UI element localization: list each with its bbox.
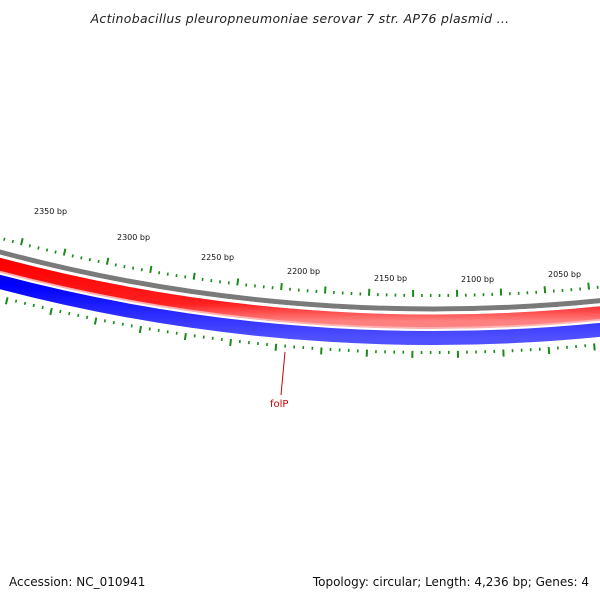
major-tick-mark — [149, 265, 153, 273]
scale-label-2100: 2100 bp — [461, 275, 494, 284]
backbone-ring — [0, 249, 600, 312]
major-tick-mark — [324, 286, 327, 294]
minor-tick-mark — [86, 315, 89, 319]
major-tick-mark — [587, 282, 590, 290]
minor-tick-mark — [23, 301, 27, 305]
major-tick-mark — [229, 338, 232, 347]
accession-text: Accession: NC_010941 — [9, 575, 146, 589]
minor-tick-mark — [37, 246, 40, 250]
major-tick-mark — [593, 343, 596, 351]
topology-summary: Topology: circular; Length: 4,236 bp; Ge… — [312, 575, 589, 589]
scale-label-2200: 2200 bp — [287, 267, 320, 276]
minor-tick-mark — [59, 309, 62, 314]
minor-tick-mark — [11, 239, 14, 244]
major-tick-mark — [93, 317, 98, 325]
minor-tick-mark — [71, 254, 74, 258]
major-tick-mark — [138, 325, 142, 334]
map-rings — [0, 249, 600, 346]
minor-tick-mark — [3, 237, 6, 241]
strand-gap — [0, 272, 600, 332]
minor-tick-mark — [158, 271, 161, 275]
outer-tick-marks — [3, 237, 599, 297]
minor-tick-mark — [130, 324, 133, 328]
minor-tick-mark — [54, 250, 57, 254]
minor-tick-mark — [132, 266, 135, 270]
minor-tick-mark — [103, 319, 106, 323]
scale-label-2050: 2050 bp — [548, 270, 581, 279]
scale-label-2300: 2300 bp — [117, 233, 150, 242]
minor-tick-mark — [148, 327, 151, 331]
minor-tick-mark — [123, 264, 126, 269]
major-tick-mark — [280, 282, 283, 291]
major-tick-mark — [49, 307, 53, 316]
scale-label-2350: 2350 bp — [34, 207, 67, 216]
major-tick-mark — [105, 257, 110, 265]
minor-tick-mark — [41, 305, 44, 310]
major-tick-mark — [192, 272, 196, 280]
major-tick-mark — [4, 297, 9, 305]
minor-tick-mark — [80, 256, 83, 260]
minor-tick-mark — [97, 259, 100, 264]
scale-labels: 2350 bp 2300 bp 2250 bp 2200 bp 2150 bp … — [34, 207, 581, 284]
minor-tick-mark — [68, 311, 71, 316]
scale-label-2250: 2250 bp — [201, 253, 234, 262]
map-title: Actinobacillus pleuropneumoniae serovar … — [90, 11, 510, 26]
minor-tick-mark — [88, 258, 91, 262]
minor-tick-mark — [32, 303, 35, 308]
major-tick-mark — [20, 238, 24, 246]
major-tick-mark — [62, 248, 67, 256]
ring-gap — [0, 254, 600, 315]
minor-tick-mark — [14, 299, 18, 303]
major-tick-mark — [236, 278, 240, 286]
gene-label-leader-line — [280, 351, 286, 396]
major-tick-mark — [547, 347, 551, 355]
minor-tick-mark — [112, 320, 115, 325]
minor-tick-mark — [140, 268, 143, 272]
scale-label-2150: 2150 bp — [374, 274, 407, 283]
minor-tick-mark — [28, 244, 32, 248]
minor-tick-mark — [114, 263, 117, 267]
forward-strand-edge — [0, 270, 600, 330]
reverse-strand-ring — [0, 274, 600, 346]
major-tick-mark — [274, 343, 278, 351]
minor-tick-mark — [45, 248, 49, 252]
major-tick-mark — [543, 286, 547, 294]
major-tick-mark — [183, 332, 187, 341]
forward-strand-ring — [0, 257, 600, 328]
inner-tick-marks — [4, 297, 596, 358]
gene-label-folP: folP — [270, 399, 288, 410]
minor-tick-mark — [121, 322, 124, 326]
minor-tick-mark — [77, 313, 80, 318]
